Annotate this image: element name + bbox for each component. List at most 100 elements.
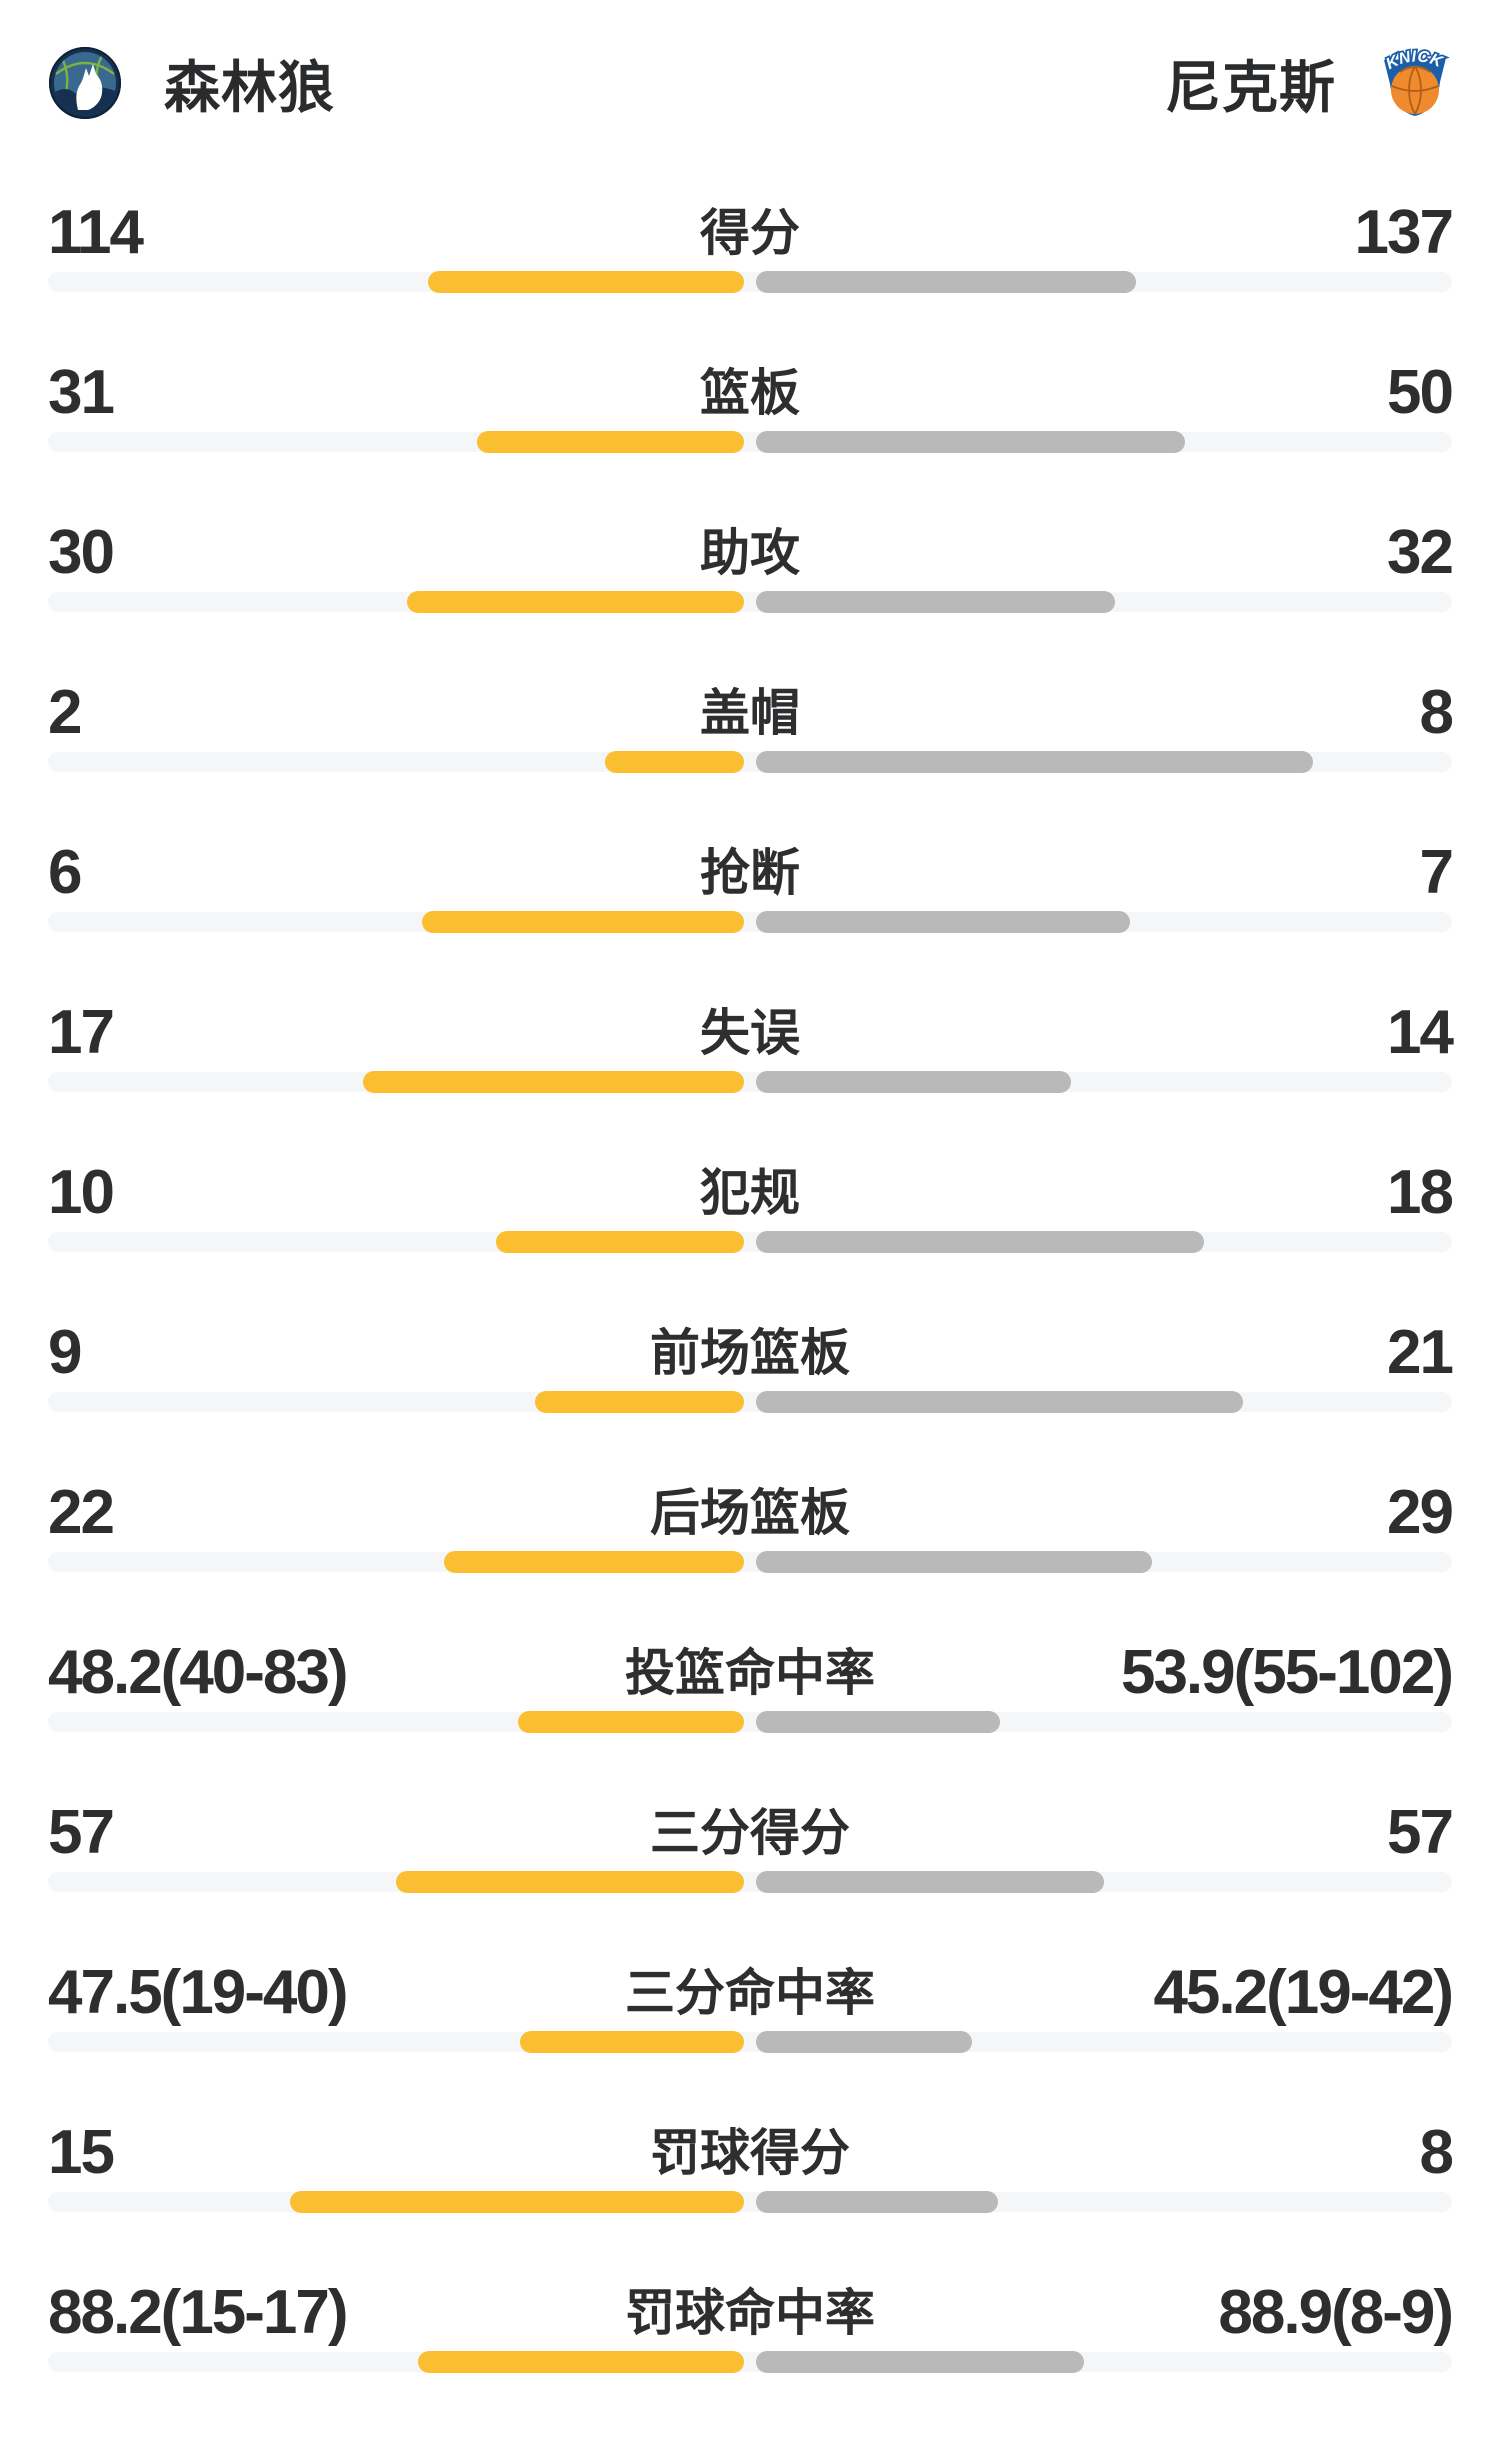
away-value: 57 <box>1387 1798 1454 1867</box>
stats-list: 114 得分 137 31 篮板 50 30 助攻 32 <box>0 200 1500 2440</box>
stat-values-line: 22 后场篮板 29 <box>48 1478 1454 1547</box>
stat-label: 篮板 <box>700 365 800 421</box>
stat-bar-track <box>48 1071 1452 1093</box>
stat-label: 失误 <box>700 1005 800 1061</box>
teams-header: 森林狼 尼克斯 KNICKS <box>48 45 1452 121</box>
away-bar <box>756 271 1137 293</box>
stat-bar-track <box>48 911 1452 933</box>
home-value: 22 <box>48 1478 115 1547</box>
stat-row: 10 犯规 18 <box>0 1160 1500 1320</box>
stat-values-line: 48.2(40-83) 投篮命中率 53.9(55-102) <box>48 1638 1454 1707</box>
away-bar <box>756 1391 1244 1413</box>
stat-bar-track <box>48 2351 1452 2373</box>
stat-row: 22 后场篮板 29 <box>0 1480 1500 1640</box>
home-bar <box>396 1871 744 1893</box>
away-bar <box>756 2031 973 2053</box>
home-value: 47.5(19-40) <box>48 1958 349 2027</box>
stat-row: 17 失误 14 <box>0 1000 1500 1160</box>
stat-bar-track <box>48 1711 1452 1733</box>
away-bar <box>756 911 1131 933</box>
away-bar <box>756 431 1186 453</box>
away-bar <box>756 1711 1000 1733</box>
stat-label: 三分得分 <box>650 1805 850 1861</box>
timberwolves-logo-icon <box>49 47 121 119</box>
away-value: 8 <box>1419 2118 1455 2187</box>
home-value: 6 <box>48 838 83 907</box>
stat-values-line: 114 得分 137 <box>48 198 1454 267</box>
home-bar <box>444 1551 744 1573</box>
stat-row: 47.5(19-40) 三分命中率 45.2(19-42) <box>0 1960 1500 2120</box>
stat-values-line: 10 犯规 18 <box>48 1158 1454 1227</box>
stat-label: 犯规 <box>700 1165 800 1221</box>
stat-label: 罚球命中率 <box>625 2285 875 2341</box>
stat-label: 盖帽 <box>700 685 800 741</box>
away-value: 18 <box>1387 1158 1454 1227</box>
away-bar <box>756 1871 1104 1893</box>
home-value: 88.2(15-17) <box>48 2278 349 2347</box>
away-value: 21 <box>1387 1318 1454 1387</box>
home-value: 31 <box>48 358 115 427</box>
stat-row: 15 罚球得分 8 <box>0 2120 1500 2280</box>
home-value: 17 <box>48 998 115 1067</box>
away-bar <box>756 2351 1084 2373</box>
away-bar <box>756 1231 1204 1253</box>
home-value: 57 <box>48 1798 115 1867</box>
stat-label: 助攻 <box>700 525 800 581</box>
stat-values-line: 15 罚球得分 8 <box>48 2118 1455 2187</box>
knicks-logo-icon: KNICKS <box>1378 46 1447 116</box>
stat-label: 抢断 <box>700 845 800 901</box>
away-value: 53.9(55-102) <box>1120 1638 1454 1707</box>
stat-row: 57 三分得分 57 <box>0 1800 1500 1960</box>
home-value: 30 <box>48 518 115 587</box>
home-bar <box>517 1711 744 1733</box>
stat-bar-track <box>48 751 1452 773</box>
stat-row: 6 抢断 7 <box>0 840 1500 1000</box>
away-value: 45.2(19-42) <box>1153 1958 1454 2027</box>
home-bar <box>362 1071 744 1093</box>
away-value: 14 <box>1387 998 1454 1067</box>
stat-bar-track <box>48 1231 1452 1253</box>
away-value: 137 <box>1354 198 1454 267</box>
stat-row: 88.2(15-17) 罚球命中率 88.9(8-9) <box>0 2280 1500 2440</box>
stat-values-line: 17 失误 14 <box>48 998 1454 1067</box>
home-bar <box>417 2351 744 2373</box>
stat-values-line: 9 前场篮板 21 <box>48 1318 1454 1387</box>
home-value: 2 <box>48 678 83 747</box>
stat-bar-track <box>48 271 1452 293</box>
stat-values-line: 47.5(19-40) 三分命中率 45.2(19-42) <box>48 1958 1454 2027</box>
home-team-name: 森林狼 <box>164 55 335 119</box>
home-bar <box>290 2191 744 2213</box>
stat-values-line: 88.2(15-17) 罚球命中率 88.9(8-9) <box>48 2278 1454 2347</box>
away-value: 8 <box>1419 678 1455 747</box>
stat-bar-track <box>48 431 1452 453</box>
stat-values-line: 57 三分得分 57 <box>48 1798 1454 1867</box>
home-value: 10 <box>48 1158 115 1227</box>
stat-values-line: 30 助攻 32 <box>48 518 1454 587</box>
stat-values-line: 31 篮板 50 <box>48 358 1454 427</box>
stat-row: 9 前场篮板 21 <box>0 1320 1500 1480</box>
home-bar <box>407 591 744 613</box>
away-bar <box>756 1071 1071 1093</box>
home-bar <box>535 1391 744 1413</box>
stat-row: 114 得分 137 <box>0 200 1500 360</box>
stat-bar-track <box>48 591 1452 613</box>
stat-label: 前场篮板 <box>650 1325 850 1381</box>
home-bar <box>519 2031 744 2053</box>
away-bar <box>756 2191 999 2213</box>
stat-bar-track <box>48 2191 1452 2213</box>
home-value: 9 <box>48 1318 83 1387</box>
away-bar <box>756 591 1116 613</box>
home-team: 森林狼 <box>48 43 335 124</box>
stat-row: 2 盖帽 8 <box>0 680 1500 840</box>
stat-values-line: 2 盖帽 8 <box>48 678 1455 747</box>
stat-label: 罚球得分 <box>650 2125 850 2181</box>
stat-label: 投篮命中率 <box>625 1645 875 1701</box>
stat-row: 31 篮板 50 <box>0 360 1500 520</box>
stat-bar-track <box>48 1391 1452 1413</box>
home-bar <box>604 751 744 773</box>
away-team: 尼克斯 KNICKS <box>1165 43 1452 124</box>
home-bar <box>428 271 744 293</box>
home-bar <box>477 431 744 453</box>
stat-label: 后场篮板 <box>650 1485 850 1541</box>
stat-row: 30 助攻 32 <box>0 520 1500 680</box>
